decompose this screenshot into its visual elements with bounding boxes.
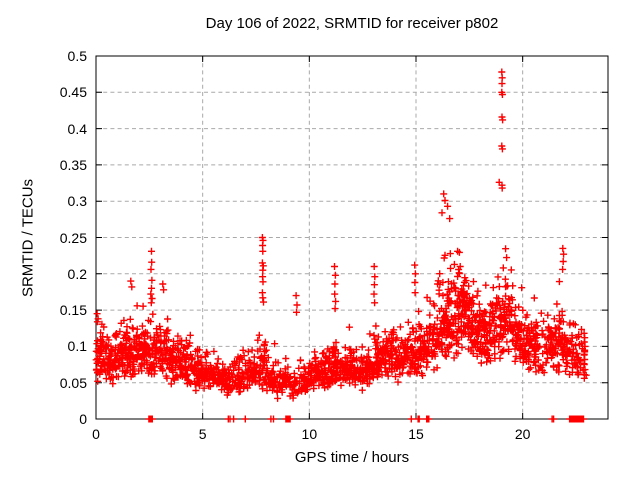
y-tick-label-0.35: 0.35 (59, 156, 87, 173)
y-tick-label-0.4: 0.4 (67, 120, 87, 137)
y-tick-label-0.2: 0.2 (67, 265, 87, 282)
y-tick-label-0.1: 0.1 (67, 338, 87, 355)
chart-title: Day 106 of 2022, SRMTID for receiver p80… (205, 15, 499, 32)
y-tick-label-0.05: 0.05 (59, 374, 87, 391)
y-tick-label-0.45: 0.45 (59, 84, 87, 101)
y-tick-label-0: 0 (79, 411, 87, 427)
x-tick-label-20: 20 (514, 426, 531, 442)
y-tick-label-0.5: 0.5 (67, 48, 87, 64)
x-tick-label-5: 5 (198, 426, 207, 442)
y-tick-label-0.25: 0.25 (59, 229, 87, 246)
plot-border (95, 55, 609, 420)
y-tick-label-0.3: 0.3 (67, 193, 87, 210)
x-axis-label: GPS time / hours (294, 449, 410, 466)
x-tick-label-10: 10 (301, 426, 318, 442)
x-tick-label-0: 0 (92, 426, 100, 442)
x-tick-label-15: 15 (408, 426, 424, 442)
y-tick-label-0.15: 0.15 (59, 302, 87, 319)
scatter-points (92, 68, 590, 423)
